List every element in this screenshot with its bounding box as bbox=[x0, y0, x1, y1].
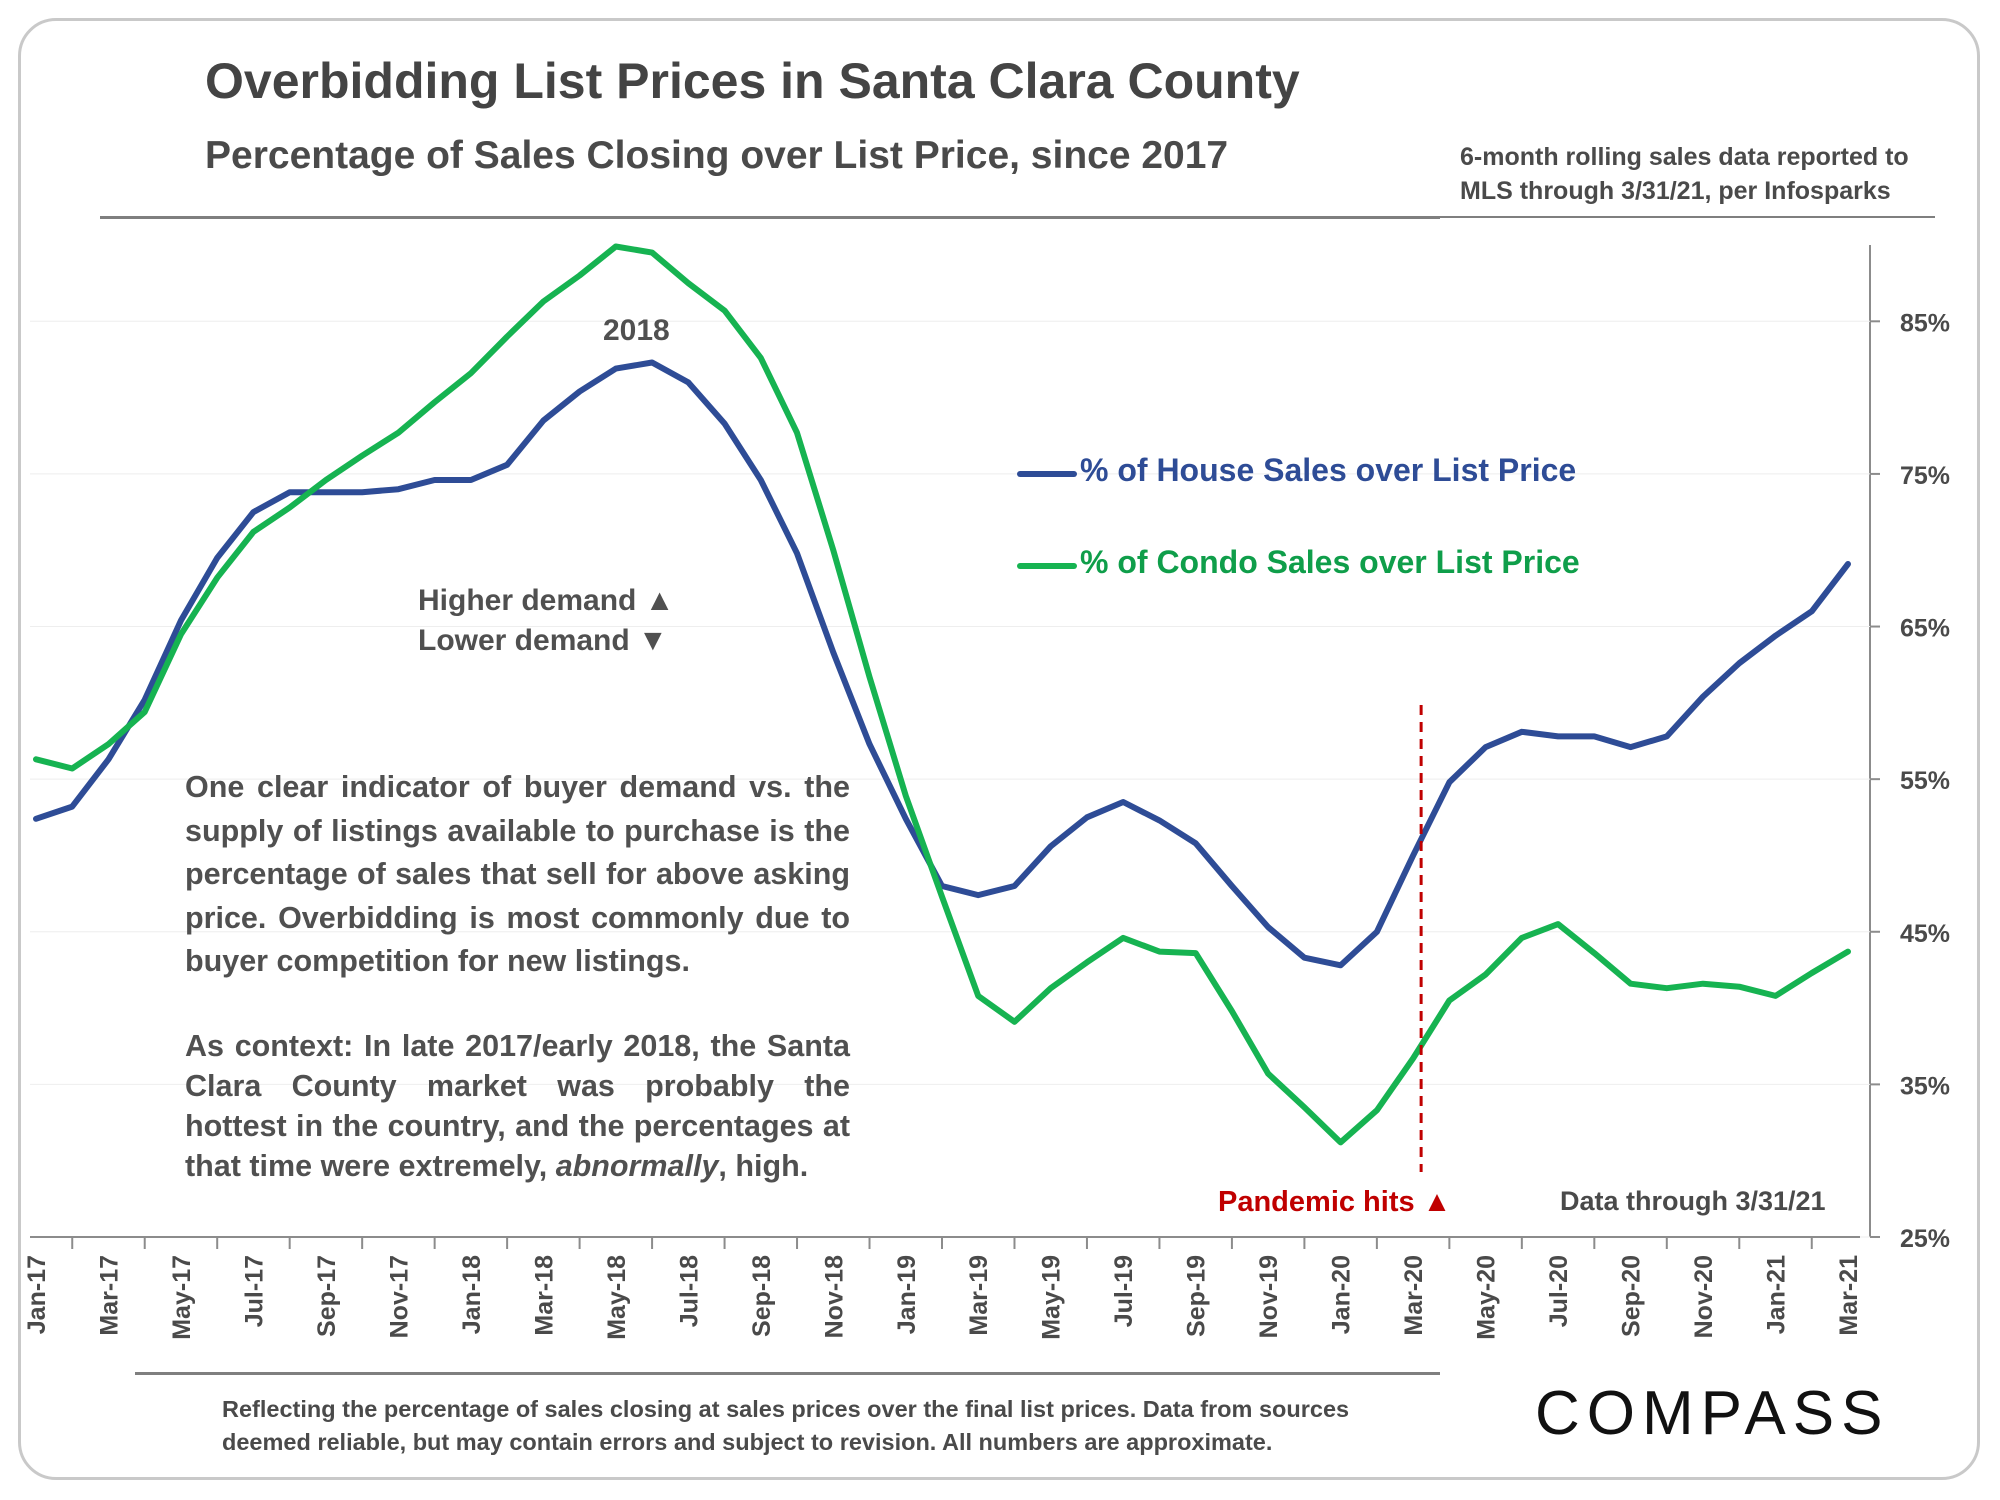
source-note: 6-month rolling sales data reported to M… bbox=[1460, 143, 1909, 205]
footer-divider bbox=[135, 1372, 1440, 1375]
higher-demand-label: Higher demand ▲ bbox=[418, 584, 675, 617]
x-tick-label: Jan-18 bbox=[458, 1255, 486, 1334]
x-tick-label: Mar-17 bbox=[95, 1255, 123, 1336]
header-divider bbox=[100, 216, 1440, 219]
page-title: Overbidding List Prices in Santa Clara C… bbox=[205, 53, 1300, 109]
context-text-emphasis: abnormally bbox=[555, 1149, 719, 1183]
peak-year-label: 2018 bbox=[603, 314, 670, 347]
x-tick-label: Sep-18 bbox=[748, 1255, 776, 1337]
y-axis: 25% 35% 45% 55% 65% 75% 85% bbox=[30, 245, 1950, 1253]
x-tick-label: Mar-19 bbox=[965, 1255, 993, 1336]
x-tick-label: Jan-19 bbox=[893, 1255, 921, 1334]
x-tick-label: Jan-17 bbox=[23, 1255, 51, 1334]
y-tick-label: 65% bbox=[1900, 615, 1950, 643]
x-tick-label: Jan-21 bbox=[1763, 1255, 1791, 1334]
x-axis: Jan-17 Mar-17 May-17 Jul-17 Sep-17 Nov-17 Jan-… bbox=[23, 1236, 1863, 1340]
footnote: Reflecting the percentage of sales closi… bbox=[222, 1396, 1350, 1455]
data-through-label: Data through 3/31/21 bbox=[1560, 1186, 1826, 1216]
lower-demand-label: Lower demand ▼ bbox=[418, 624, 668, 657]
legend-house-label: % of House Sales over List Price bbox=[1080, 452, 1577, 488]
x-tick-label: Mar-21 bbox=[1835, 1255, 1863, 1336]
context-text-end: , high. bbox=[718, 1149, 809, 1183]
x-tick-label: Sep-17 bbox=[313, 1255, 341, 1337]
condo-series-line bbox=[33, 243, 1851, 1146]
x-tick-label: May-18 bbox=[603, 1255, 631, 1340]
x-tick-label: May-17 bbox=[168, 1255, 196, 1340]
x-tick-label: Nov-17 bbox=[385, 1255, 413, 1338]
x-tick-label: Sep-19 bbox=[1183, 1255, 1211, 1337]
x-tick-label: Jul-17 bbox=[240, 1255, 268, 1327]
y-tick-label: 25% bbox=[1900, 1225, 1950, 1253]
context-text-start: As context: In late 2017/early 2018, the… bbox=[185, 1029, 850, 1183]
pandemic-label: Pandemic hits ▲ bbox=[1218, 1186, 1452, 1218]
x-tick-label: May-19 bbox=[1038, 1255, 1066, 1340]
legend-item-condo: % of Condo Sales over List Price bbox=[1080, 544, 1580, 581]
x-tick-label: Jul-20 bbox=[1545, 1255, 1573, 1327]
legend-condo-label: % of Condo Sales over List Price bbox=[1080, 544, 1580, 580]
y-tick-label: 45% bbox=[1900, 920, 1950, 948]
x-tick-label: Nov-19 bbox=[1255, 1255, 1283, 1338]
chart-overlay bbox=[1017, 471, 1423, 1172]
x-tick-label: Jan-20 bbox=[1328, 1255, 1356, 1334]
explanation-paragraph: One clear indicator of buyer demand vs. … bbox=[185, 770, 850, 978]
x-tick-label: May-20 bbox=[1473, 1255, 1501, 1340]
x-tick-label: Mar-20 bbox=[1400, 1255, 1428, 1336]
x-tick-label: Nov-20 bbox=[1690, 1255, 1718, 1338]
x-tick-label: Sep-20 bbox=[1618, 1255, 1646, 1337]
header-divider-right bbox=[1440, 216, 1935, 218]
y-tick-label: 35% bbox=[1900, 1072, 1950, 1100]
x-tick-label: Jul-18 bbox=[675, 1255, 703, 1327]
y-tick-label: 55% bbox=[1900, 767, 1950, 795]
legend-item-house: % of House Sales over List Price bbox=[1080, 452, 1576, 489]
y-tick-label: 75% bbox=[1900, 462, 1950, 490]
x-tick-label: Nov-18 bbox=[820, 1255, 848, 1338]
house-series-line bbox=[33, 359, 1851, 969]
compass-logo: COMPASS bbox=[1535, 1379, 1890, 1448]
context-paragraph: As context: In late 2017/early 2018, the… bbox=[185, 1026, 850, 1186]
x-tick-label: Mar-18 bbox=[530, 1255, 558, 1336]
page-subtitle: Percentage of Sales Closing over List Pr… bbox=[205, 134, 1229, 177]
series-lines bbox=[33, 243, 1851, 1146]
x-tick-label: Jul-19 bbox=[1110, 1255, 1138, 1327]
y-tick-label: 85% bbox=[1900, 309, 1950, 337]
